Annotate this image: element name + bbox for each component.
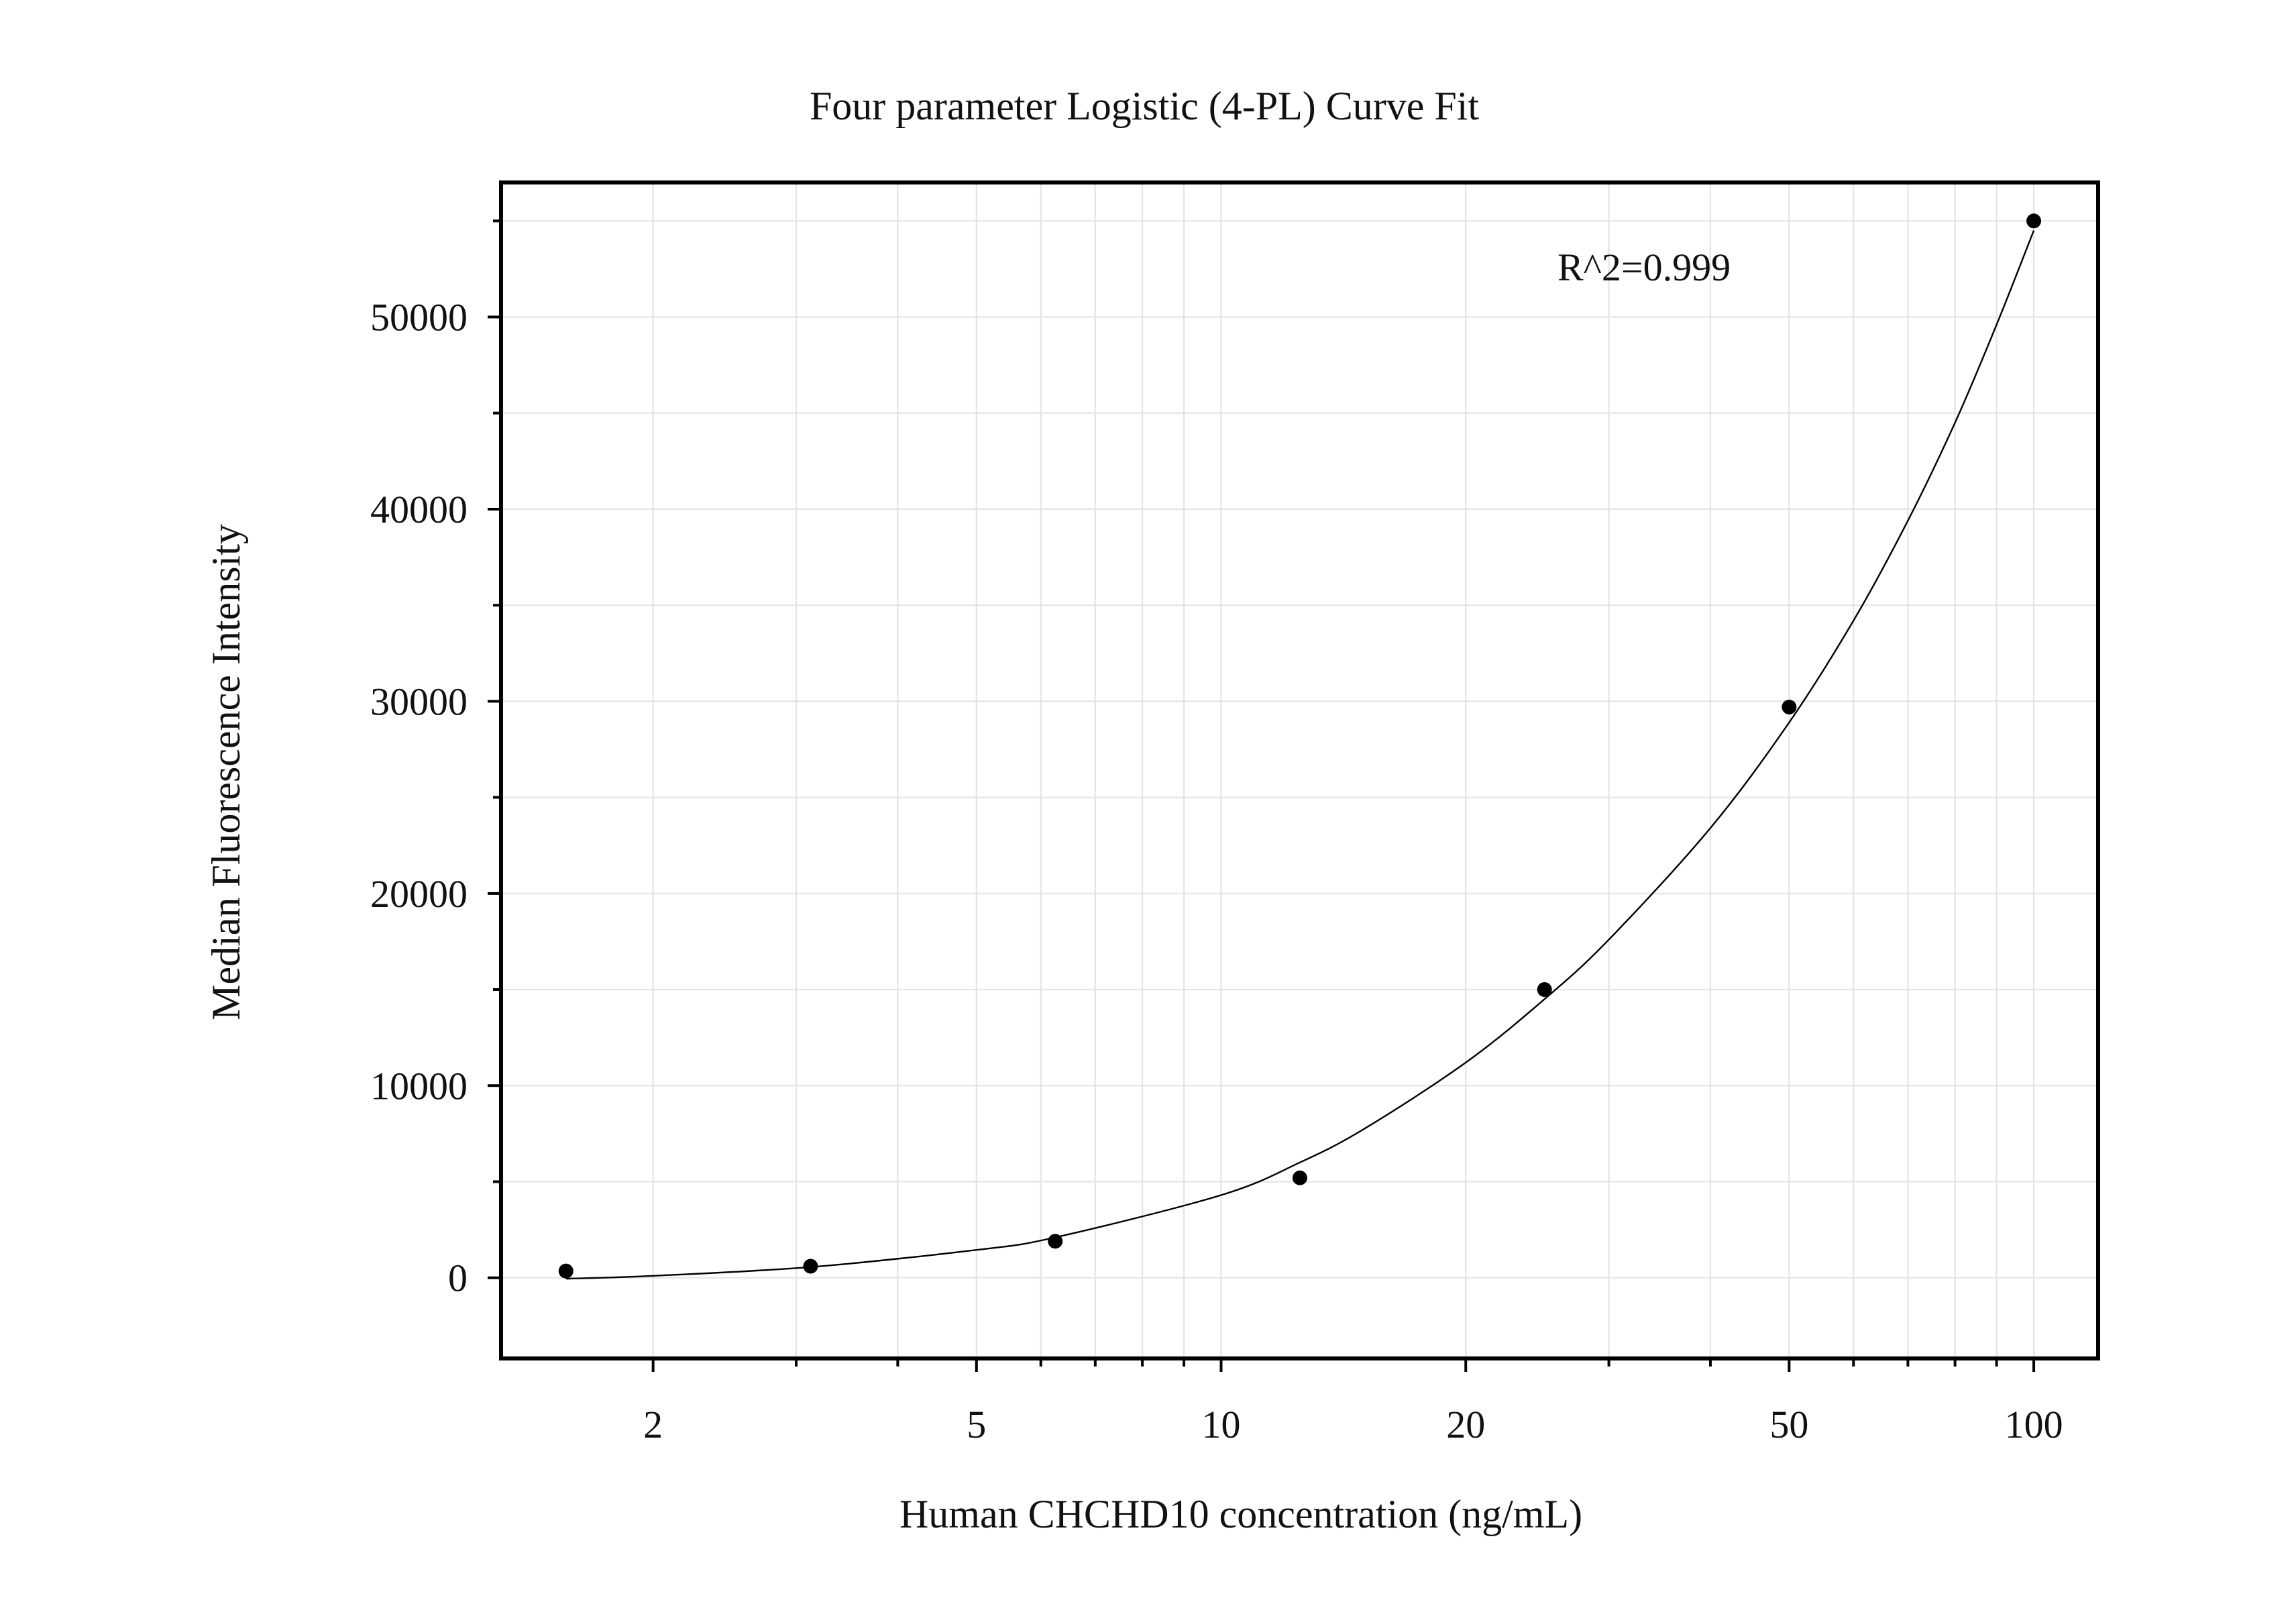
fit-curve-layer: [565, 230, 2035, 1280]
y-tick-label: 50000: [370, 296, 468, 339]
x-tick-label: 100: [2005, 1403, 2063, 1446]
y-tick-label: 0: [448, 1257, 468, 1300]
x-tick-label: 50: [1769, 1403, 1808, 1446]
grid-layer: [501, 182, 2098, 1358]
data-point: [803, 1259, 818, 1274]
fit-curve-line: [565, 230, 2035, 1280]
data-points-layer: [558, 213, 2042, 1279]
x-axis-label: Human CHCHD10 concentration (ng/mL): [899, 1492, 1582, 1536]
r-squared-annotation: R^2=0.999: [1557, 246, 1731, 289]
x-axis-ticks: [651, 1358, 2036, 1372]
x-axis-tick-labels: 2 5 10 20 50 100: [643, 1403, 2063, 1446]
data-point: [1537, 982, 1552, 998]
y-tick-label: 20000: [370, 872, 468, 916]
data-point: [558, 1263, 573, 1279]
y-axis-ticks: [488, 219, 501, 1279]
chart-title: Four parameter Logistic (4-PL) Curve Fit: [810, 84, 1479, 128]
x-tick-label: 10: [1202, 1403, 1241, 1446]
data-point: [2026, 213, 2042, 229]
plot-frame: [499, 180, 2100, 1360]
y-axis-tick-labels: 0 10000 20000 30000 40000 50000: [370, 296, 468, 1300]
x-tick-label: 2: [643, 1403, 663, 1446]
x-tick-label: 20: [1446, 1403, 1485, 1446]
data-point: [1292, 1170, 1307, 1185]
y-tick-label: 40000: [370, 488, 468, 531]
y-tick-label: 10000: [370, 1064, 468, 1108]
data-point: [1048, 1234, 1063, 1249]
x-tick-label: 5: [967, 1403, 986, 1446]
data-point: [1782, 699, 1797, 714]
y-tick-label: 30000: [370, 680, 468, 723]
y-axis-label: Median Fluorescence Intensity: [204, 524, 248, 1020]
